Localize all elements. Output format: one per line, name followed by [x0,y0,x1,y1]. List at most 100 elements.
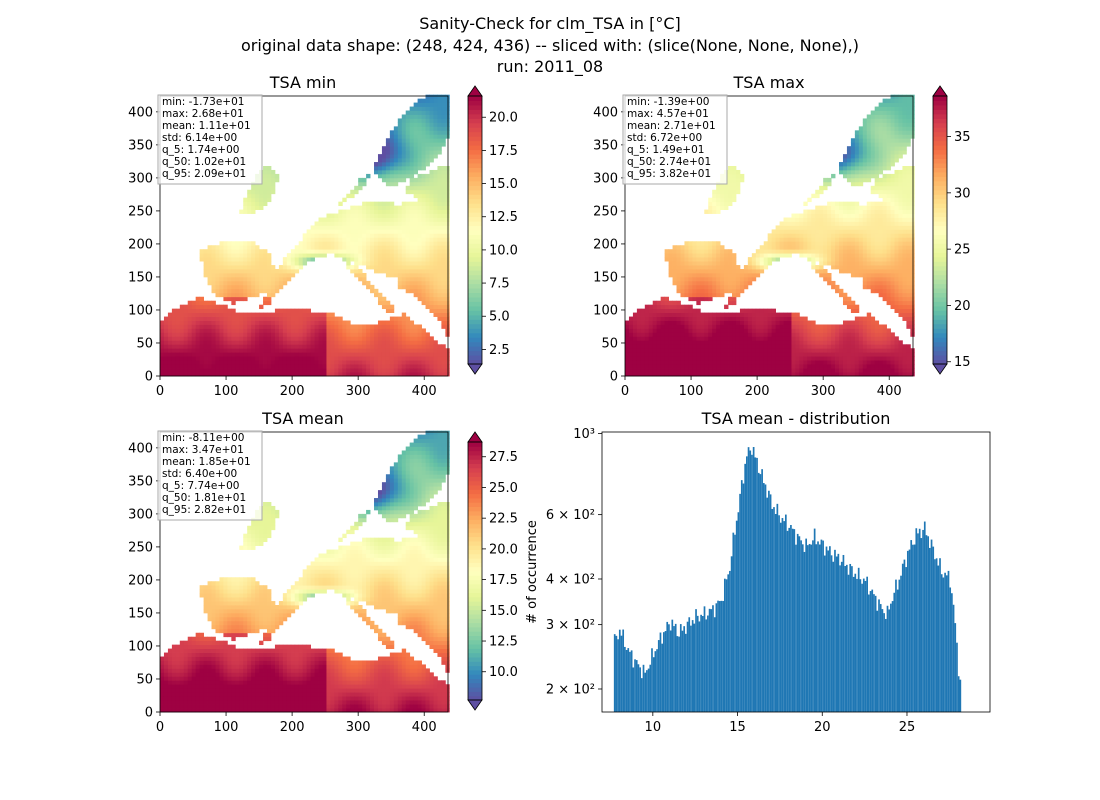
heatmap-cell [377,162,383,167]
heatmap-cell [660,300,666,306]
heatmap-cell [640,332,646,337]
heatmap-cell [898,197,903,203]
heatmap-cell [676,312,681,317]
heatmap-cell [393,134,399,139]
stats-line: q_95: 2.09e+01 [162,168,246,180]
heatmap-cell [724,269,729,274]
heatmap-cell [755,372,761,377]
heatmap-cell [696,324,701,329]
heatmap-cell [366,340,371,345]
heatmap-cell [445,372,450,377]
heatmap-cell [334,221,339,226]
heatmap-cell [318,368,323,373]
heatmap-cell [350,209,355,214]
heatmap-cell [362,217,367,222]
heatmap-cell [732,340,737,345]
heatmap-cell [413,201,419,207]
heatmap-cell [354,336,359,341]
heatmap-cell [724,205,729,210]
heatmap-cell [366,372,371,377]
heatmap-cell [862,118,868,123]
heatmap-cell [195,312,201,317]
heatmap-cell [854,356,860,361]
heatmap-cell [441,173,446,179]
heatmap-cell [163,348,169,353]
heatmap-cell [247,253,252,258]
heatmap-cell [441,241,446,246]
colorbar-segment [468,96,482,101]
heatmap-cell [362,181,367,187]
heatmap-cell [211,288,216,294]
heatmap-cell [286,276,292,282]
heatmap-cell [342,233,347,238]
heatmap-cell [779,249,784,254]
heatmap-cell [286,352,292,357]
heatmap-cell [886,280,891,286]
heatmap-cell [716,372,721,377]
heatmap-cell [724,197,729,203]
heatmap-cell [445,185,450,191]
heatmap-cell [890,300,895,306]
heatmap-cell [632,364,638,369]
heatmap-cell [405,150,411,155]
heatmap-cell [267,332,272,337]
heatmap-cell [366,221,371,226]
heatmap-cell [894,209,899,214]
heatmap-cell [338,352,343,357]
heatmap-cell [842,154,848,159]
heatmap-cell [417,237,422,242]
heatmap-cell [684,308,689,313]
heatmap-cell [207,257,212,262]
heatmap-cell [385,158,391,163]
heatmap-cell [413,162,419,167]
heatmap-cell [314,324,319,329]
heatmap-cell [429,352,434,357]
heatmap-cell [199,308,204,313]
heatmap-cell [795,368,800,373]
heatmap-cell [211,344,216,349]
heatmap-cell [835,225,840,230]
heatmap-cell [397,150,403,155]
heatmap-cell [839,269,844,274]
heatmap-cell [409,189,415,195]
heatmap-cell [405,237,411,242]
heatmap-cell [732,348,737,353]
heatmap-cell [732,197,737,203]
heatmap-cell [819,221,824,226]
heatmap-cell [759,253,765,258]
heatmap-cell [425,237,430,242]
heatmap-cell [886,372,891,377]
heatmap-cell [417,142,422,147]
heatmap-cell [803,332,808,337]
heatmap-cell [381,166,387,171]
heatmap-cell [811,217,816,222]
heatmap-cell [413,269,419,274]
x-tick-label: 0 [156,384,164,399]
heatmap-cell [799,368,804,373]
heatmap-cell [370,237,375,242]
heatmap-cell [421,217,426,222]
heatmap-cell [322,356,327,361]
heatmap-cell [227,320,232,325]
heatmap-cell [342,249,347,254]
heatmap-cell [393,328,399,333]
heatmap-cell [235,312,240,317]
heatmap-cell [211,352,216,357]
heatmap-cell [342,221,347,226]
heatmap-cell [874,237,880,242]
heatmap-cell [429,348,434,353]
heatmap-cell [783,241,788,246]
heatmap-cell [421,102,426,107]
heatmap-cell [393,213,399,218]
heatmap-cell [322,316,327,321]
heatmap-cell [739,368,745,373]
heatmap-cell [366,348,371,353]
heatmap-cell [389,142,395,147]
heatmap-cell [791,332,796,337]
heatmap-cell [377,300,383,306]
heatmap-cell [692,348,697,353]
heatmap-cell [263,288,268,294]
heatmap-cell [342,213,347,218]
heatmap-cell [842,300,848,306]
heatmap-cell [290,348,296,353]
